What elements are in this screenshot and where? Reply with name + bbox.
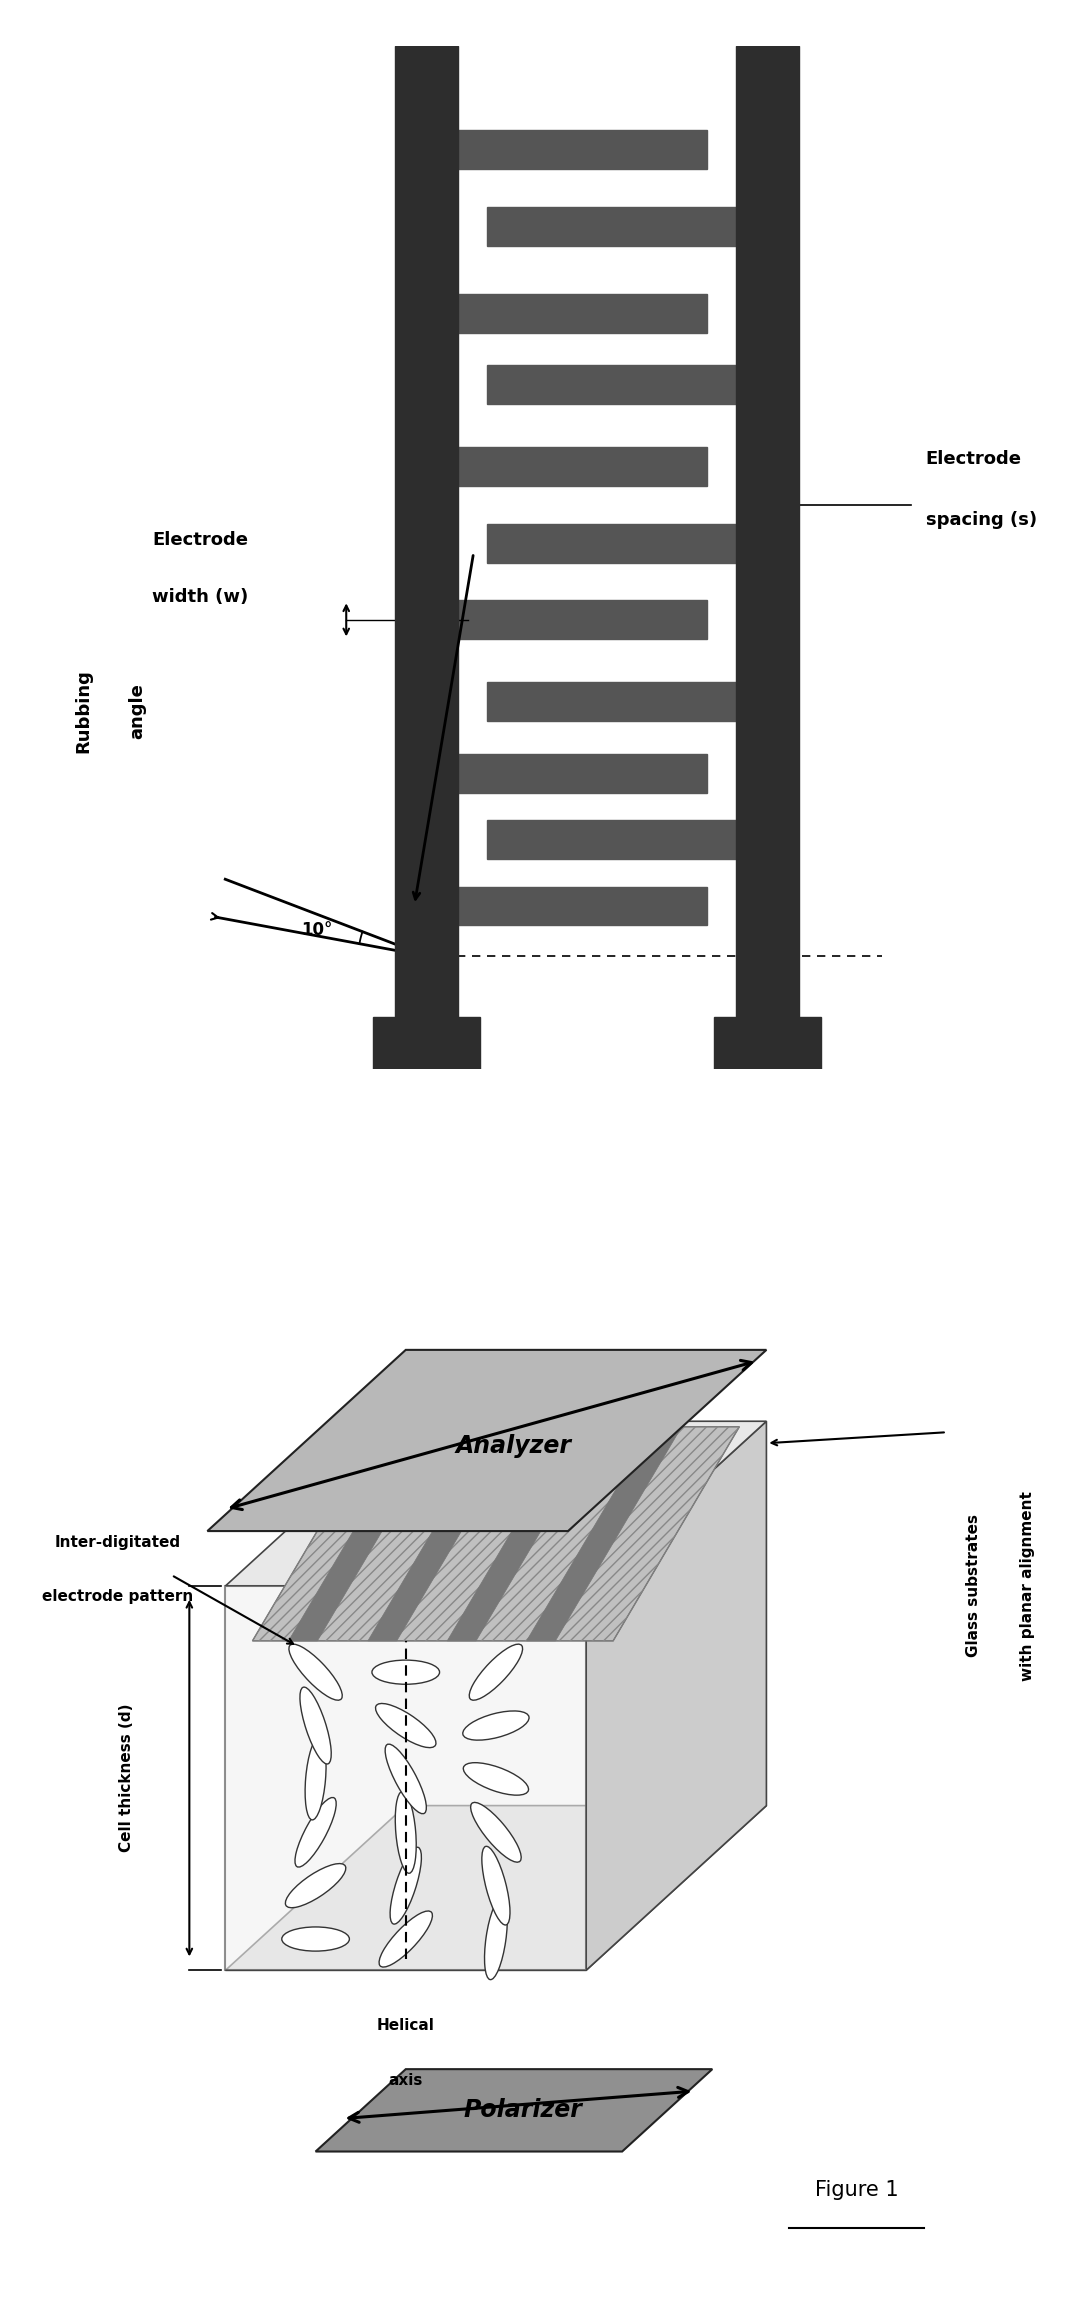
Ellipse shape — [395, 1791, 417, 1872]
Text: Inter-digitated: Inter-digitated — [54, 1536, 181, 1549]
Text: Cell thickness (d): Cell thickness (d) — [119, 1703, 134, 1851]
Bar — [459, 753, 707, 792]
Bar — [373, 1017, 480, 1073]
Text: Analyzer: Analyzer — [456, 1433, 572, 1459]
Bar — [488, 207, 736, 246]
Polygon shape — [316, 2070, 712, 2151]
Ellipse shape — [305, 1738, 326, 1819]
Polygon shape — [225, 1805, 766, 1970]
Bar — [488, 820, 736, 860]
Text: with planar alignment: with planar alignment — [1020, 1491, 1035, 1682]
Ellipse shape — [463, 1712, 529, 1740]
Ellipse shape — [463, 1763, 528, 1796]
Polygon shape — [225, 1587, 586, 1970]
Bar — [488, 683, 736, 720]
Polygon shape — [225, 1422, 766, 1587]
Ellipse shape — [375, 1703, 436, 1747]
Ellipse shape — [485, 1898, 507, 1979]
Text: Figure 1: Figure 1 — [815, 2179, 898, 2200]
Polygon shape — [368, 1426, 523, 1640]
Ellipse shape — [289, 1645, 342, 1700]
Ellipse shape — [281, 1928, 349, 1951]
Text: Rubbing: Rubbing — [75, 669, 92, 753]
Text: electrode pattern: electrode pattern — [41, 1589, 193, 1605]
Text: spacing (s): spacing (s) — [926, 511, 1037, 530]
Ellipse shape — [385, 1745, 426, 1814]
Ellipse shape — [372, 1661, 439, 1684]
Bar — [395, 46, 459, 1017]
Ellipse shape — [391, 1847, 421, 1923]
Polygon shape — [289, 1426, 444, 1640]
Text: Electrode: Electrode — [153, 532, 248, 548]
Bar — [714, 1017, 821, 1073]
Ellipse shape — [471, 1803, 522, 1863]
Text: Electrode: Electrode — [926, 451, 1021, 467]
Polygon shape — [527, 1426, 682, 1640]
Text: Polarizer: Polarizer — [463, 2098, 582, 2123]
Bar — [736, 46, 800, 1017]
Bar — [488, 523, 736, 562]
Ellipse shape — [379, 1912, 433, 1968]
Text: Glass substrates: Glass substrates — [966, 1515, 981, 1659]
Bar — [488, 365, 736, 404]
Ellipse shape — [300, 1686, 331, 1763]
Polygon shape — [208, 1350, 766, 1531]
Bar — [459, 599, 707, 639]
Ellipse shape — [481, 1847, 510, 1926]
Bar — [459, 130, 707, 170]
Text: width (w): width (w) — [153, 588, 248, 606]
Polygon shape — [252, 1426, 739, 1640]
Ellipse shape — [286, 1863, 346, 1907]
Polygon shape — [586, 1422, 766, 1970]
Bar — [459, 446, 707, 486]
Bar — [459, 887, 707, 925]
Ellipse shape — [470, 1645, 523, 1700]
Text: axis: axis — [388, 2072, 423, 2088]
Text: Helical: Helical — [377, 2019, 435, 2033]
Polygon shape — [447, 1426, 603, 1640]
Text: angle: angle — [128, 683, 146, 739]
Bar — [459, 293, 707, 332]
Ellipse shape — [295, 1798, 337, 1868]
Text: 10°: 10° — [301, 920, 332, 938]
